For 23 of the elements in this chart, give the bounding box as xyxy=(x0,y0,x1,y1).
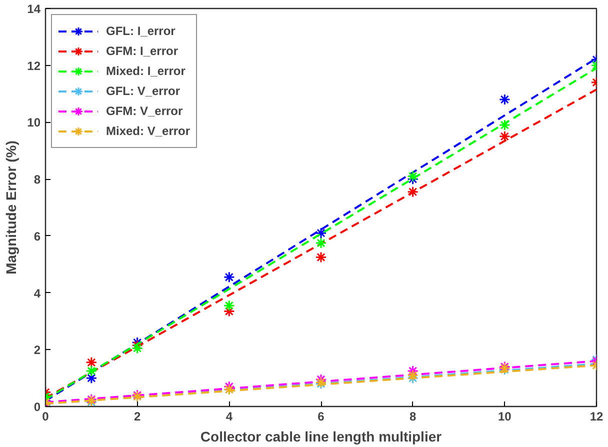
x-tick-label: 4 xyxy=(226,410,233,424)
y-tick-label: 8 xyxy=(34,172,41,187)
y-tick-label: 12 xyxy=(27,58,41,73)
x-tick-label: 6 xyxy=(318,410,325,424)
y-axis-title: Magnitude Error (%) xyxy=(3,140,20,274)
legend-label: Mixed: I_error xyxy=(106,64,186,78)
legend-label: GFM: V_error xyxy=(106,104,183,118)
y-tick-label: 0 xyxy=(34,400,41,414)
legend-label: Mixed: V_error xyxy=(106,124,190,138)
y-tick-label: 10 xyxy=(27,116,41,130)
x-tick-label: 8 xyxy=(409,410,416,424)
legend-label: GFL: V_error xyxy=(106,84,180,98)
legend-label: GFL: I_error xyxy=(106,24,176,38)
x-tick-label: 10 xyxy=(498,410,512,424)
y-tick-label: 14 xyxy=(27,2,41,16)
x-tick-label: 2 xyxy=(134,410,141,424)
x-tick-label: 12 xyxy=(590,410,604,424)
x-axis-title: Collector cable line length multiplier xyxy=(200,428,442,444)
x-tick-label: 0 xyxy=(42,410,50,424)
y-tick-label: 4 xyxy=(34,286,41,300)
y-tick-label: 6 xyxy=(34,229,41,244)
legend-label: GFM: I_error xyxy=(106,44,178,58)
y-tick-label: 2 xyxy=(34,343,41,358)
